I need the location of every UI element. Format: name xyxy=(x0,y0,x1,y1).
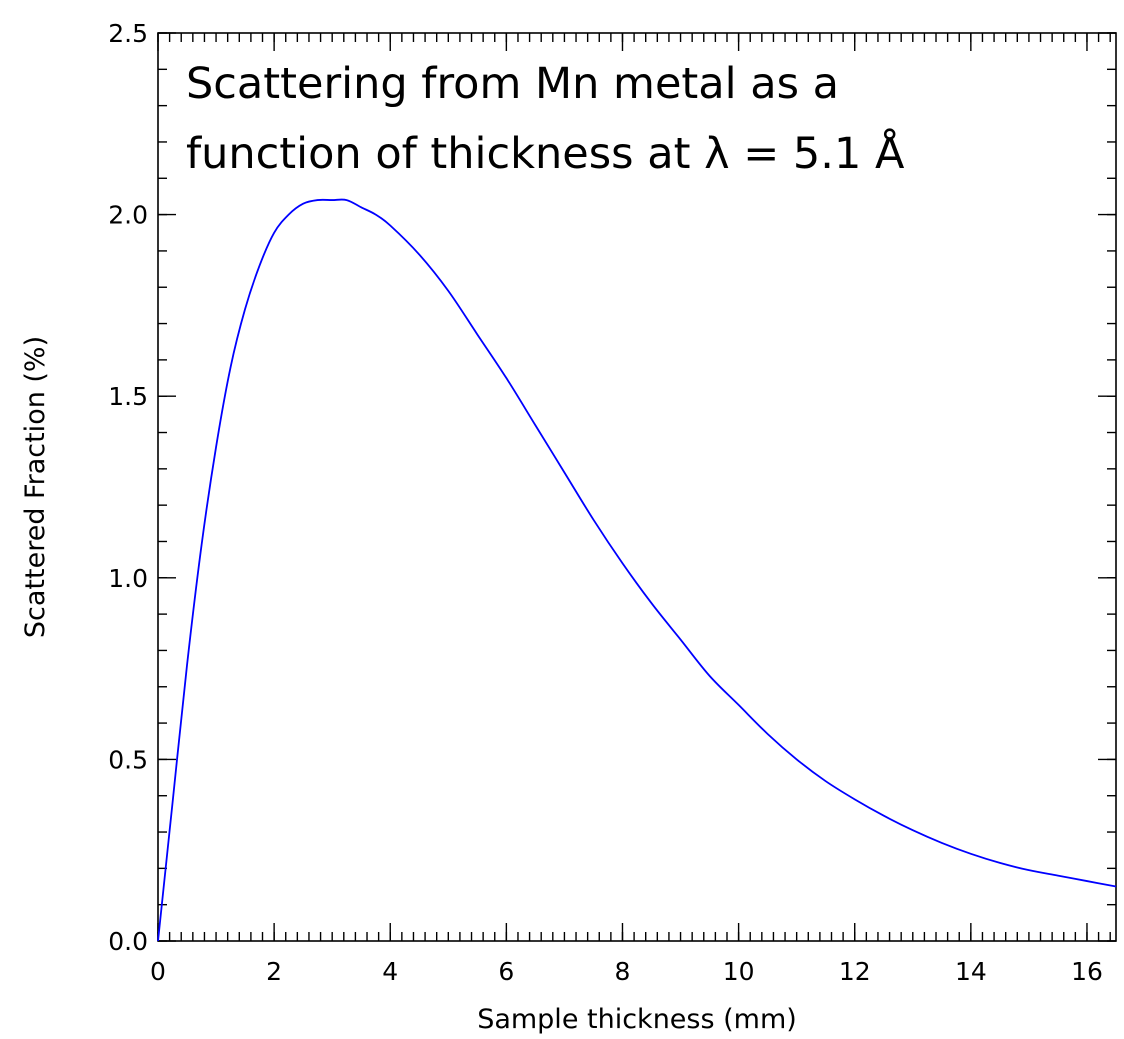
series-layer xyxy=(157,198,1117,942)
y-tick-labels: 0.0 0.5 1.0 1.5 2.0 2.5 xyxy=(108,19,148,956)
x-tick-label: 2 xyxy=(266,957,282,986)
x-tick-label: 14 xyxy=(955,957,987,986)
x-tick-label: 0 xyxy=(150,957,166,986)
y-tick-label: 2.5 xyxy=(108,19,148,48)
x-axis-label: Sample thickness (mm) xyxy=(477,1004,797,1035)
x-tick-labels: 0 2 4 6 8 10 12 14 16 xyxy=(150,957,1103,986)
series-line xyxy=(157,198,1117,942)
x-tick-label: 10 xyxy=(723,957,755,986)
x-tick-label: 8 xyxy=(615,957,631,986)
y-tick-label: 0.5 xyxy=(108,745,148,774)
y-tick-label: 0.0 xyxy=(108,927,148,956)
x-tick-label: 12 xyxy=(839,957,871,986)
annotation-line-1: Scattering from Mn metal as a xyxy=(186,59,839,109)
plot-frame xyxy=(157,32,1117,942)
y-axis-label: Scattered Fraction (%) xyxy=(20,336,51,638)
annotation-line-2: function of thickness at λ = 5.1 Å xyxy=(186,128,905,179)
x-tick-label: 16 xyxy=(1071,957,1103,986)
major-ticks xyxy=(157,32,1116,942)
x-tick-label: 6 xyxy=(498,957,514,986)
y-tick-label: 1.5 xyxy=(108,382,148,411)
y-tick-label: 2.0 xyxy=(108,201,148,230)
x-tick-label: 4 xyxy=(382,957,398,986)
y-tick-label: 1.0 xyxy=(108,564,148,593)
